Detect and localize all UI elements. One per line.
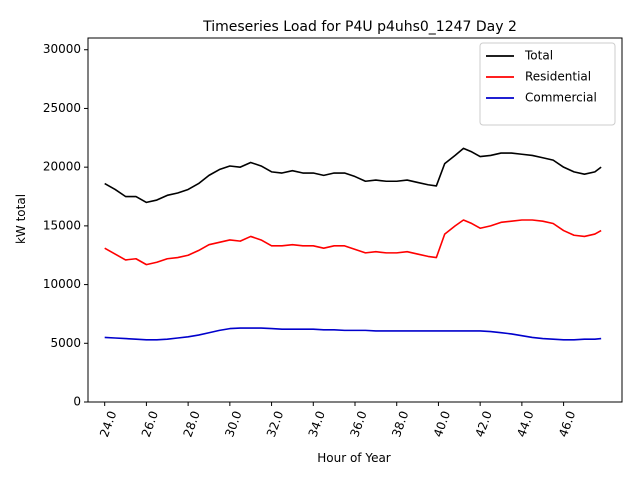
series-line-commercial xyxy=(104,327,602,341)
legend: Total Residential Commercial xyxy=(479,42,616,126)
legend-label-commercial: Commercial xyxy=(525,91,597,105)
x-axis-label: Hour of Year xyxy=(317,451,391,465)
legend-box xyxy=(479,42,616,126)
chart-title: Timeseries Load for P4U p4uhs0_1247 Day … xyxy=(202,19,517,35)
y-tick-label: 5000 xyxy=(50,336,81,350)
y-axis-label: kW total xyxy=(14,194,28,244)
y-tick-label: 20000 xyxy=(43,160,81,174)
legend-label-total: Total xyxy=(524,49,553,63)
y-tick-label: 30000 xyxy=(43,42,81,56)
legend-label-residential: Residential xyxy=(525,70,591,84)
y-tick-label: 10000 xyxy=(43,277,81,291)
series-line-residential xyxy=(104,219,602,266)
series-line-total xyxy=(104,147,602,204)
y-tick-label: 15000 xyxy=(43,218,81,232)
y-tick-label: 0 xyxy=(73,395,81,409)
y-tick-label: 25000 xyxy=(43,101,81,115)
series-layer xyxy=(104,147,602,341)
plot-frame xyxy=(87,37,623,403)
